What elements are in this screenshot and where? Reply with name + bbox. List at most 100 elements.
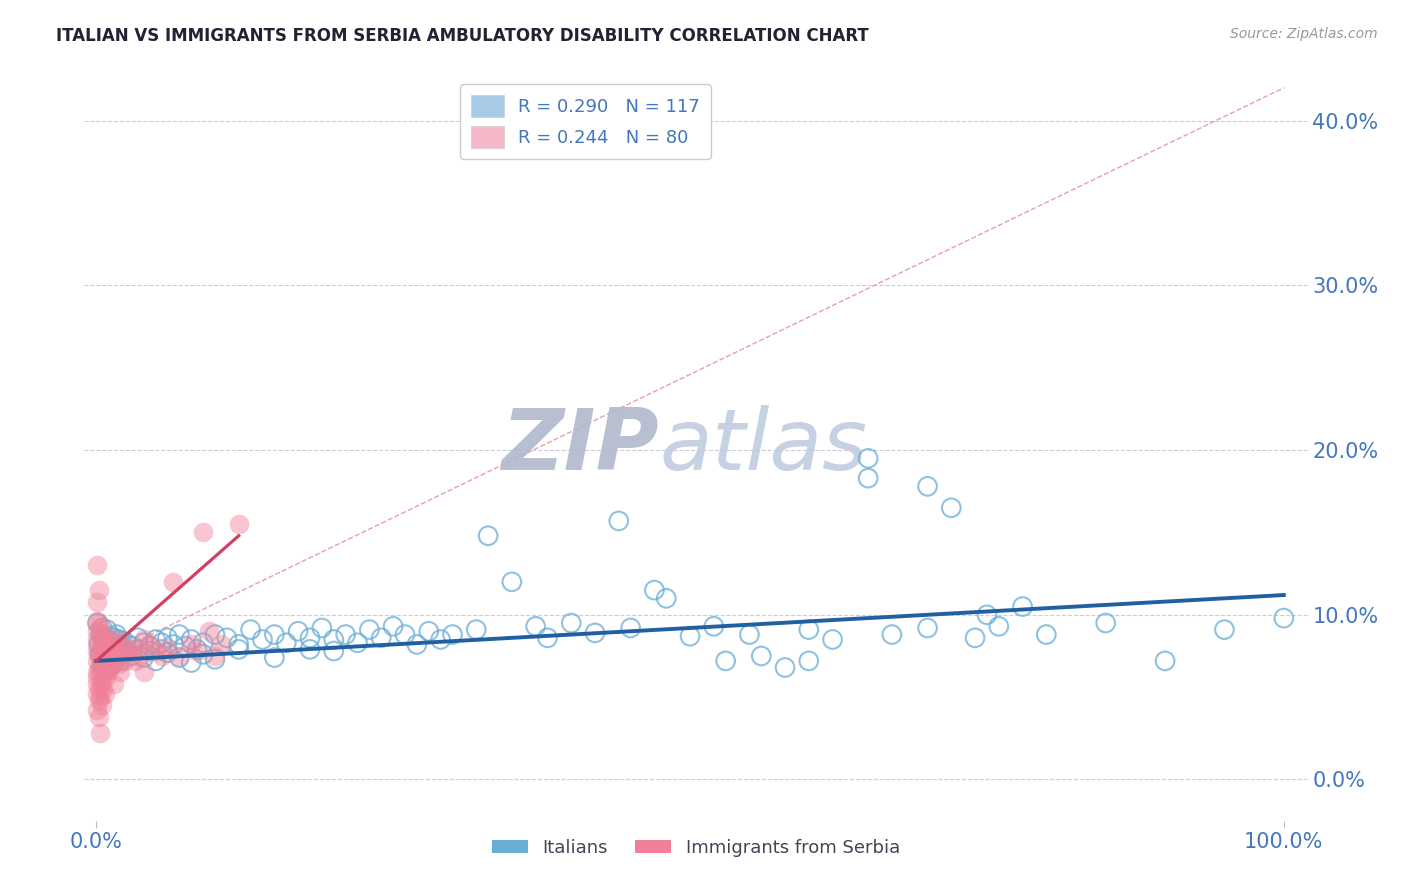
Point [138,637,160,651]
Point [121,639,143,653]
Point [679,629,702,643]
Point [100,660,122,674]
Point [501,574,523,589]
Point [86,665,108,680]
Point [94,660,117,674]
Point [162,637,184,651]
Point [93,660,115,674]
Point [86,558,108,573]
Point [93,642,115,657]
Point [100,629,122,643]
Point [180,656,202,670]
Point [917,621,939,635]
Point [94,648,117,662]
Point [156,640,179,655]
Point [108,648,131,662]
Point [86,615,108,629]
Point [156,646,179,660]
Point [93,634,115,648]
Point [749,648,772,663]
Point [87,681,110,696]
Point [198,624,221,639]
Point [100,637,122,651]
Point [714,654,737,668]
Point [86,677,108,691]
Text: atlas: atlas [659,404,868,488]
Point [90,627,112,641]
Point [186,644,208,658]
Point [191,648,214,662]
Point [298,631,321,645]
Point [93,642,115,657]
Point [263,627,285,641]
Point [104,646,127,660]
Point [91,698,114,713]
Point [107,642,129,657]
Point [252,632,274,647]
Point [797,654,820,668]
Point [103,631,125,645]
Point [86,594,108,608]
Point [394,627,416,641]
Point [86,687,108,701]
Point [131,648,153,663]
Point [115,640,138,655]
Point [97,632,120,647]
Point [370,631,392,645]
Point [773,660,796,674]
Point [96,623,118,637]
Point [93,637,115,651]
Point [917,479,939,493]
Point [976,607,998,622]
Point [93,631,115,645]
Point [89,690,111,705]
Point [1213,623,1236,637]
Point [204,648,226,663]
Point [100,636,122,650]
Point [89,644,111,658]
Point [98,637,121,651]
Point [477,529,499,543]
Point [117,648,139,663]
Point [406,637,429,651]
Point [87,583,110,598]
Point [418,624,440,639]
Point [104,648,127,663]
Point [607,514,630,528]
Point [108,639,131,653]
Point [86,624,108,639]
Point [655,591,678,606]
Point [91,673,114,688]
Point [94,639,117,653]
Point [91,656,114,670]
Point [86,703,108,717]
Point [1094,615,1116,630]
Point [138,644,160,658]
Point [108,654,131,668]
Point [96,632,118,647]
Point [91,621,114,635]
Point [465,623,488,637]
Point [127,640,149,655]
Point [191,636,214,650]
Point [1035,627,1057,641]
Point [215,631,238,645]
Point [101,656,124,670]
Point [104,640,127,655]
Point [115,646,138,660]
Point [276,636,298,650]
Point [97,640,120,655]
Point [87,660,110,674]
Point [856,471,879,485]
Point [89,665,111,680]
Point [145,632,167,647]
Point [98,642,121,657]
Point [89,621,111,635]
Point [335,627,357,641]
Point [132,636,155,650]
Point [124,654,146,668]
Point [821,632,844,647]
Point [97,650,120,665]
Point [311,621,333,635]
Point [987,619,1010,633]
